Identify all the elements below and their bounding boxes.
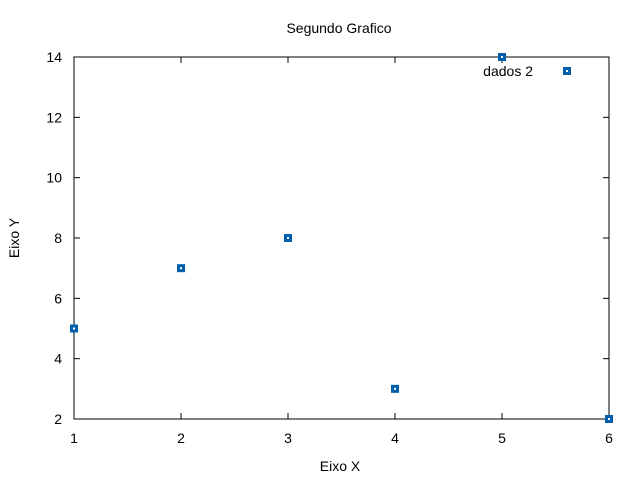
legend: dados 2 [483,63,571,79]
data-point [391,384,399,393]
y-tick-label: 6 [54,290,62,306]
y-tick-label: 4 [54,351,62,367]
x-tick-label: 2 [177,430,185,446]
data-points [70,53,613,423]
x-axis-label: Eixo X [320,458,361,474]
data-point [605,415,613,423]
chart-title: Segundo Grafico [286,20,391,36]
legend-marker [563,67,571,75]
y-tick-label: 14 [46,49,62,65]
axis-ticks [73,56,610,420]
data-point [177,264,185,273]
y-tick-label: 12 [46,109,62,125]
data-point [498,53,506,61]
data-point [284,234,292,242]
x-tick-label: 1 [70,430,78,446]
x-tick-label: 6 [605,430,613,446]
y-tick-label: 2 [54,411,62,427]
plot-area-frame [73,56,610,420]
y-tick-label: 8 [54,230,62,246]
y-tick-label: 10 [46,170,62,186]
legend-marker-square [563,67,571,75]
x-tick-label: 3 [284,430,292,446]
legend-label: dados 2 [483,63,533,79]
y-axis-label: Eixo Y [6,217,22,258]
x-tick-label: 4 [391,430,399,446]
x-tick-label: 5 [498,430,506,446]
data-point [70,324,78,333]
